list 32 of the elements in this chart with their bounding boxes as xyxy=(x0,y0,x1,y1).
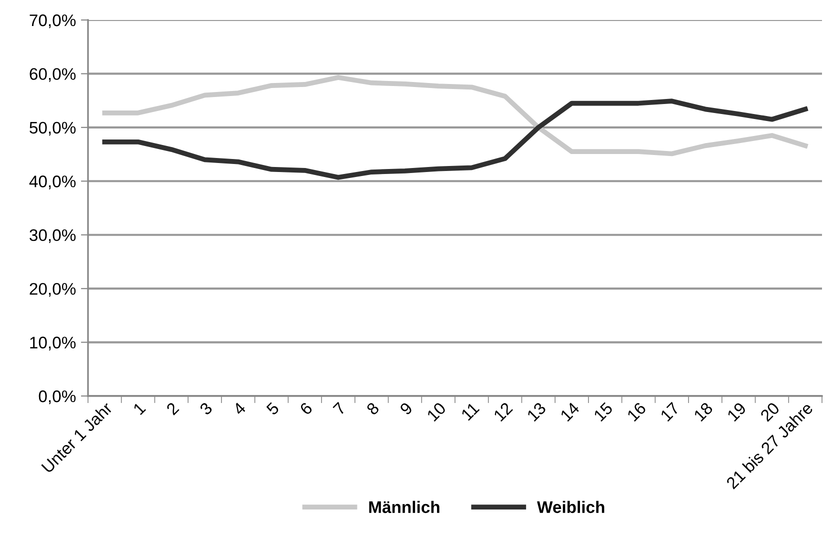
x-tick-label: 13 xyxy=(526,402,547,422)
y-tick-label: 0,0% xyxy=(38,390,76,404)
x-tick-label: 6 xyxy=(299,402,314,416)
x-tick-label: 17 xyxy=(660,402,680,422)
y-tick-label: 10,0% xyxy=(30,336,76,350)
x-tick-label: 12 xyxy=(493,402,513,422)
x-tick-label: 14 xyxy=(560,402,580,422)
x-tick-label: 1 xyxy=(132,402,146,416)
x-tick-label: 20 xyxy=(760,402,780,422)
y-tick-label: 40,0% xyxy=(29,176,76,190)
x-tick-label: 18 xyxy=(693,402,714,422)
x-tick-label: 16 xyxy=(626,402,647,422)
y-tick-label: 30,0% xyxy=(30,229,76,244)
x-tick-label: 9 xyxy=(399,402,414,416)
y-tick-label: 70,0% xyxy=(30,14,76,28)
line-series xyxy=(102,75,808,156)
x-tick-label: 7 xyxy=(332,402,346,416)
x-tick-label: 5 xyxy=(266,402,280,416)
y-tick-label: 60,0% xyxy=(30,68,76,82)
x-tick-label: 4 xyxy=(232,402,246,416)
line-series xyxy=(102,98,808,180)
legend-label: Männlich xyxy=(369,500,440,514)
x-tick-label: 15 xyxy=(593,402,614,422)
x-tick-label: 19 xyxy=(726,402,747,422)
x-tick-label: 10 xyxy=(426,402,447,422)
x-tick-label: 3 xyxy=(198,402,213,416)
y-tick-label: 50,0% xyxy=(30,122,76,136)
x-tick-label: 8 xyxy=(366,402,380,416)
legend-label: Weiblich xyxy=(537,500,604,514)
y-tick-label: 20,0% xyxy=(30,282,76,297)
x-tick-label: 2 xyxy=(166,402,180,416)
x-tick-label: 11 xyxy=(460,402,480,421)
